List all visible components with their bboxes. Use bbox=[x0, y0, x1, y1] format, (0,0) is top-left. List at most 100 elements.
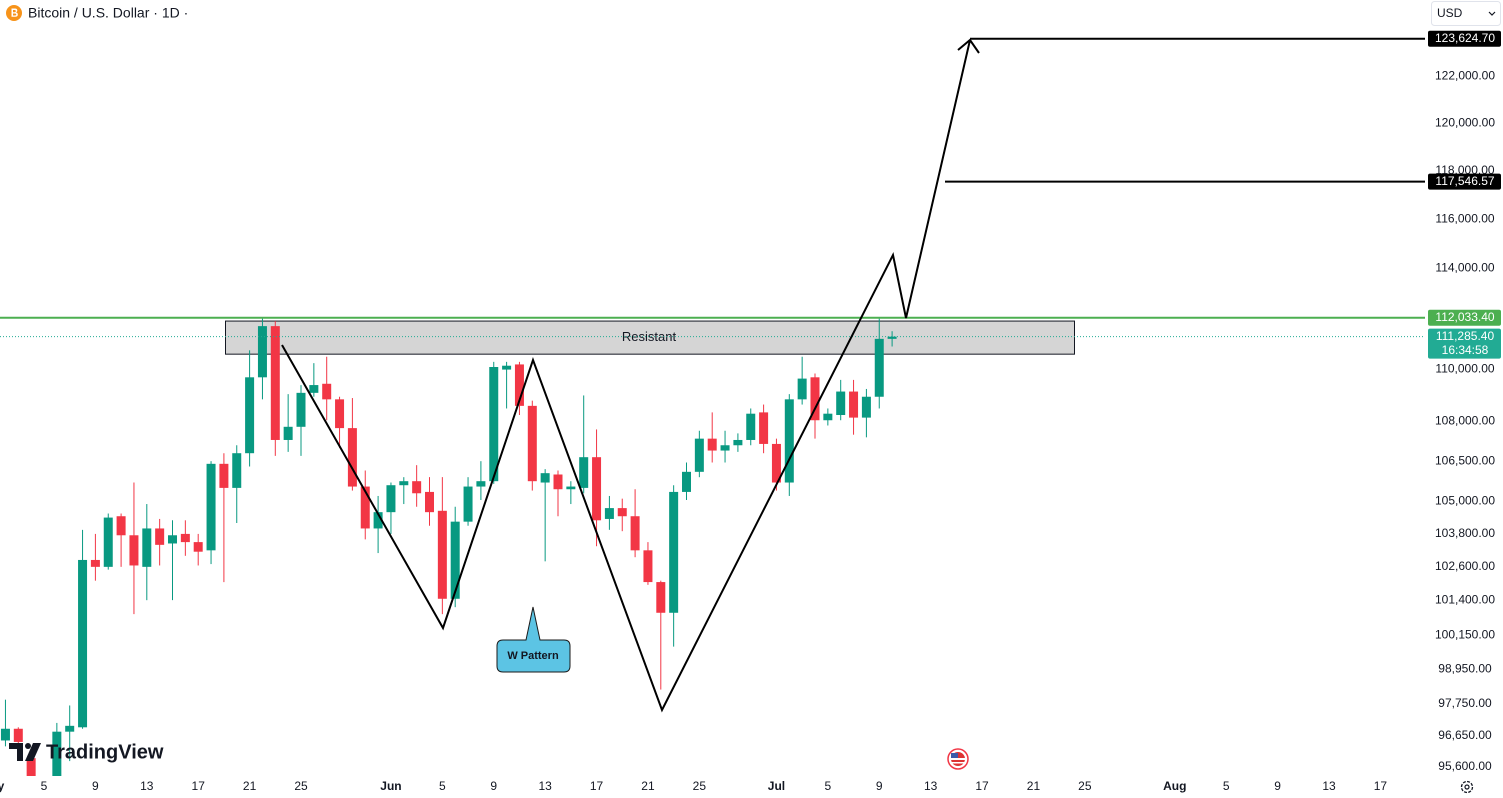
y-tick-label: 118,000.00 bbox=[1435, 163, 1494, 177]
x-tick-label: 5 bbox=[439, 779, 446, 793]
callout-shape bbox=[496, 606, 571, 673]
candle-body bbox=[540, 473, 550, 483]
y-tick-label: 102,600.00 bbox=[1435, 559, 1495, 573]
candle-body bbox=[373, 512, 383, 529]
plot-area: Resistant bbox=[0, 37, 1425, 798]
y-tick-label: 100,150.00 bbox=[1435, 627, 1495, 641]
candle-body bbox=[270, 326, 280, 440]
flag-canton bbox=[951, 753, 958, 758]
brand-logo[interactable]: TradingView bbox=[9, 741, 164, 763]
countdown-label: 16:34:58 bbox=[1442, 343, 1489, 357]
candle-body bbox=[849, 391, 859, 418]
candle-body bbox=[78, 559, 88, 728]
candle-body bbox=[322, 383, 332, 400]
candle-body bbox=[604, 508, 614, 519]
candle-body bbox=[810, 377, 820, 421]
candle-body bbox=[746, 413, 756, 440]
candle-body bbox=[425, 491, 434, 513]
currency-box bbox=[1431, 1, 1501, 26]
candle-body bbox=[283, 426, 293, 440]
candle-body bbox=[630, 516, 640, 551]
logo-mark-left bbox=[9, 743, 23, 761]
x-tick-label: 9 bbox=[1274, 779, 1281, 793]
x-tick-label: 9 bbox=[490, 779, 497, 793]
currency-selector[interactable]: USD bbox=[1431, 1, 1501, 26]
axis-layer: 95,600.00 96,650.00 97,750.00 98,950.00 100,… bbox=[0, 30, 1501, 793]
candle-body bbox=[720, 445, 730, 451]
candle-body bbox=[514, 364, 524, 406]
candle-body bbox=[592, 457, 602, 521]
gear-inner bbox=[1464, 784, 1470, 790]
candle-body bbox=[206, 463, 216, 551]
pattern-callout[interactable]: W Pattern bbox=[496, 606, 571, 673]
x-tick-label: 5 bbox=[825, 779, 832, 793]
candle-body bbox=[103, 517, 113, 567]
y-tick-label: 103,800.00 bbox=[1435, 526, 1495, 540]
candle-body bbox=[733, 439, 743, 446]
candle-body bbox=[52, 731, 62, 776]
arrow-head bbox=[957, 38, 980, 54]
candle-body bbox=[566, 486, 576, 490]
candle-body bbox=[682, 471, 691, 492]
settings-button[interactable] bbox=[1460, 780, 1474, 794]
x-tick-label: 5 bbox=[41, 779, 48, 793]
candle-body bbox=[180, 533, 190, 543]
x-tick-label: 21 bbox=[641, 779, 655, 793]
price-level-label: 117,546.57 bbox=[1435, 174, 1494, 188]
candle-body bbox=[40, 794, 49, 798]
x-tick-label: 21 bbox=[1027, 779, 1041, 793]
candle-body bbox=[553, 474, 563, 490]
w-pattern-drawing bbox=[281, 39, 971, 713]
candle-body bbox=[579, 457, 589, 488]
candle-body bbox=[26, 758, 36, 776]
symbol-header[interactable]: Bitcoin / U.S. Dollar · 1D · bbox=[6, 5, 188, 21]
x-tick-label: 17 bbox=[192, 779, 206, 793]
candle-body bbox=[437, 510, 447, 599]
candle-body bbox=[90, 559, 100, 567]
event-flag[interactable] bbox=[947, 748, 969, 770]
candle-body bbox=[669, 491, 679, 613]
candle-body bbox=[129, 535, 139, 566]
x-tick-label: 9 bbox=[876, 779, 883, 793]
candle-body bbox=[861, 396, 871, 418]
candle-body bbox=[476, 481, 486, 487]
candle-body bbox=[656, 582, 666, 613]
y-tick-label: 120,000.00 bbox=[1435, 115, 1495, 129]
bitcoin-glyph bbox=[11, 8, 18, 17]
candle-body bbox=[386, 485, 396, 513]
price-level-tag bbox=[1428, 173, 1501, 190]
x-tick-label: Jun bbox=[380, 779, 401, 793]
candle-body bbox=[759, 412, 769, 444]
logo-mark-dot bbox=[25, 743, 31, 749]
x-tick-label: 17 bbox=[975, 779, 989, 793]
candle-body bbox=[296, 392, 306, 427]
symbol-title: Bitcoin / U.S. Dollar · 1D · bbox=[28, 5, 188, 21]
candle-body bbox=[694, 438, 704, 472]
candle-body bbox=[836, 391, 846, 416]
x-tick-label: 25 bbox=[693, 779, 707, 793]
pattern-label: W Pattern bbox=[507, 650, 559, 662]
candle-body bbox=[309, 385, 319, 393]
candle-body bbox=[193, 542, 203, 552]
price-level-tag bbox=[1428, 30, 1501, 47]
candle-body bbox=[412, 481, 422, 494]
price-level-label: 112,033.40 bbox=[1435, 310, 1494, 324]
candle-body bbox=[116, 516, 126, 536]
y-tick-label: 114,000.00 bbox=[1435, 261, 1494, 275]
x-tick-label: 13 bbox=[924, 779, 938, 793]
y-tick-label: 106,500.00 bbox=[1435, 453, 1495, 467]
currency-chevron bbox=[1488, 11, 1496, 16]
y-tick-label: 105,000.00 bbox=[1435, 494, 1495, 508]
candle-layer bbox=[0, 318, 897, 798]
candle-body bbox=[823, 413, 833, 421]
x-tick-label: 21 bbox=[243, 779, 257, 793]
candle-body bbox=[874, 338, 884, 397]
price-level-label: 123,624.70 bbox=[1435, 31, 1495, 45]
x-tick-label: 25 bbox=[1078, 779, 1092, 793]
candle-body bbox=[0, 728, 10, 741]
y-tick-label: 116,000.00 bbox=[1435, 211, 1494, 225]
candle-body bbox=[784, 399, 794, 483]
x-tick-label: 17 bbox=[1374, 779, 1388, 793]
y-tick-label: 110,000.00 bbox=[1435, 362, 1494, 376]
